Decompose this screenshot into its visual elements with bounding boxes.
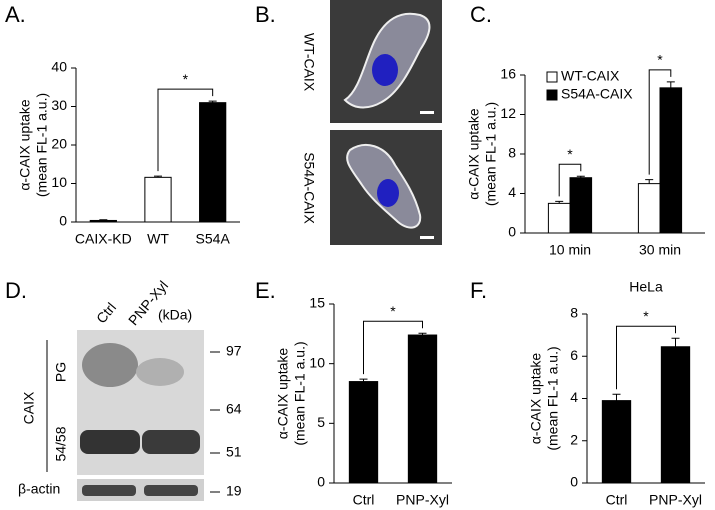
y-tick-label: 15	[309, 295, 325, 311]
blot-markers: 97 64 51 19	[210, 343, 242, 499]
error-bar	[576, 175, 585, 178]
x-tick-label: 30 min	[639, 242, 681, 258]
y-tick-label: 5	[317, 414, 325, 430]
blot-image	[77, 330, 204, 501]
y-axis-label: α-CAIX uptake	[466, 108, 482, 200]
significance-bracket	[157, 88, 214, 172]
y-axis-label: α-CAIX uptake	[275, 348, 291, 440]
y-tick-label: 0	[317, 474, 325, 490]
legend-label: S54A-CAIX	[561, 86, 633, 102]
panel-label: D.	[5, 278, 27, 303]
y-axis-label: α-CAIX uptake	[528, 353, 544, 445]
bar	[601, 400, 632, 484]
y-axis-label: (mean FL-1 a.u.)	[545, 346, 561, 450]
error-bar	[208, 100, 217, 103]
x-tick-label: Ctrl	[353, 492, 375, 508]
panel-label: C.	[470, 2, 492, 27]
legend-swatch	[546, 71, 558, 83]
significance-bracket	[558, 163, 582, 197]
x-tick-label: S54A	[196, 231, 231, 247]
marker-label: 51	[226, 444, 242, 460]
y-tick-label: 8	[570, 305, 578, 321]
bar	[348, 381, 379, 484]
y-tick-label: 4	[508, 184, 516, 200]
y-axis-label: (mean FL-1 a.u.)	[483, 102, 499, 206]
legend-swatch	[546, 89, 558, 101]
y-tick-label: 4	[570, 389, 578, 405]
error-bar	[154, 175, 162, 178]
bar	[569, 177, 593, 234]
y-tick-label: 10	[51, 174, 67, 190]
y-tick-label: 40	[51, 59, 67, 75]
x-tick-label: WT	[147, 231, 169, 247]
micrograph-s54a	[330, 130, 442, 245]
bar	[547, 202, 571, 234]
bar	[144, 176, 172, 223]
x-tick-label: PNP-Xyl	[396, 492, 449, 508]
error-bar	[645, 179, 654, 184]
bar	[89, 219, 117, 223]
panel-label: B.	[255, 2, 276, 27]
significance-bracket	[363, 320, 423, 375]
significance-star: *	[657, 52, 663, 68]
y-tick-label: 12	[500, 105, 516, 121]
micrograph-wt	[330, 0, 442, 123]
y-axis-label: (mean FL-1 a.u.)	[292, 341, 308, 445]
micrograph-row-label: S54A-CAIX	[301, 152, 317, 224]
error-bar	[418, 332, 427, 336]
significance-star: *	[390, 303, 396, 319]
lane-label: Ctrl	[93, 299, 119, 326]
bar	[660, 346, 691, 484]
marker-label: 97	[226, 343, 242, 359]
error-bar	[671, 337, 680, 347]
bar	[637, 183, 661, 234]
x-tick-label: 10 min	[549, 242, 591, 258]
significance-bracket	[616, 325, 676, 390]
bar	[199, 102, 227, 223]
x-tick-label: PNP-Xyl	[649, 492, 702, 508]
chart-title: HeLa	[629, 279, 663, 295]
y-axis-label: (mean FL-1 a.u.)	[34, 93, 50, 197]
y-tick-label: 20	[51, 136, 67, 152]
significance-bracket	[648, 69, 672, 175]
micrograph-row-label: WT-CAIX	[301, 33, 317, 92]
y-axis-label: α-CAIX uptake	[17, 99, 33, 191]
error-bar	[555, 200, 564, 204]
x-tick-label: Ctrl	[606, 492, 628, 508]
blot-unit: (kDa)	[158, 307, 192, 323]
bar	[407, 334, 438, 484]
form-label: PG	[53, 362, 69, 382]
legend-label: WT-CAIX	[561, 68, 620, 84]
panel-label: F.	[470, 278, 487, 303]
significance-star: *	[643, 308, 649, 324]
error-bar	[99, 219, 108, 221]
y-tick-label: 10	[309, 354, 325, 370]
y-tick-label: 0	[570, 474, 578, 490]
significance-star: *	[567, 146, 573, 162]
y-tick-label: 0	[59, 213, 67, 229]
error-bar	[359, 378, 368, 382]
y-tick-label: 30	[51, 97, 67, 113]
y-tick-label: 6	[570, 347, 578, 363]
panel-label: E.	[255, 278, 276, 303]
x-tick-label: CAIX-KD	[75, 231, 132, 247]
marker-label: 64	[226, 401, 242, 417]
form-label: 54/58	[53, 426, 69, 461]
error-bar	[612, 393, 621, 401]
marker-label: 19	[226, 483, 242, 499]
error-bar	[666, 81, 675, 88]
loading-control-label: β-actin	[18, 481, 60, 497]
panel-label: A.	[5, 2, 26, 27]
y-tick-label: 8	[508, 145, 516, 161]
y-tick-label: 16	[500, 66, 516, 82]
bar	[659, 87, 683, 234]
y-tick-label: 2	[570, 431, 578, 447]
protein-label: CAIX	[21, 391, 37, 424]
significance-star: *	[183, 71, 189, 87]
y-tick-label: 0	[508, 224, 516, 240]
